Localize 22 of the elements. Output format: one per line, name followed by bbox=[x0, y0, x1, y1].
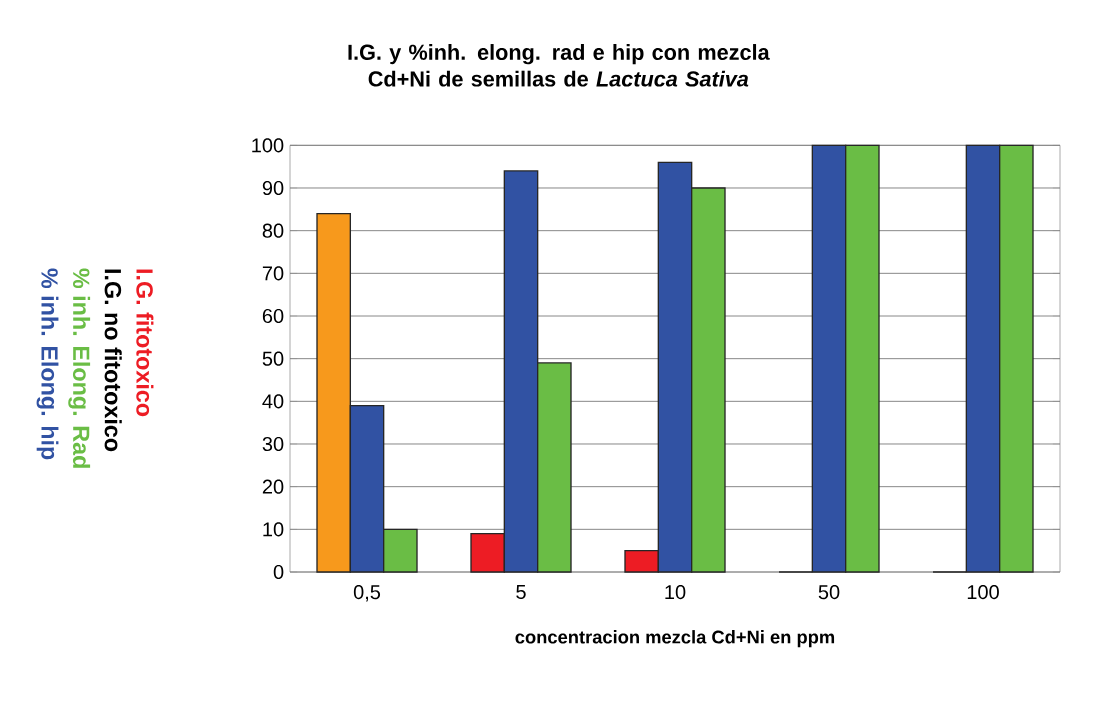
y-tick-label: 10 bbox=[263, 522, 284, 537]
chart-title: I.G. y %inh. elong. rad e hip con mezcla Cd+Ni de semillas de Lactuca Sativa bbox=[348, 44, 770, 87]
x-tick-label: 10 bbox=[665, 585, 686, 600]
text: % inh. Elong. Rad bbox=[68, 268, 91, 468]
y-tick-label: 30 bbox=[262, 436, 284, 452]
y-tick-label: 100 bbox=[252, 138, 284, 153]
x-tick-label: 5 bbox=[516, 585, 526, 599]
y-tick-label: 90 bbox=[262, 180, 284, 196]
x-tick-label: 0,5 bbox=[353, 585, 381, 602]
x-axis-title: concentracion mezcla Cd+Ni en ppm bbox=[515, 630, 835, 648]
y-tick-label: 80 bbox=[262, 223, 284, 238]
y-tick-label: 60 bbox=[262, 308, 284, 324]
y-tick-label: 50 bbox=[262, 351, 284, 366]
text: I.G. fitotoxico bbox=[136, 269, 154, 417]
y-tick-label: 40 bbox=[262, 394, 284, 409]
text: % inh. Elong. hip bbox=[36, 268, 59, 460]
y-tick-label: 0 bbox=[273, 564, 284, 580]
y-tick-label: 70 bbox=[262, 266, 284, 281]
y-tick-label: 20 bbox=[262, 479, 284, 494]
x-tick-label: 100 bbox=[967, 585, 999, 600]
text: I.G. no fitotoxico bbox=[104, 269, 122, 452]
x-tick-label: 50 bbox=[818, 585, 840, 600]
